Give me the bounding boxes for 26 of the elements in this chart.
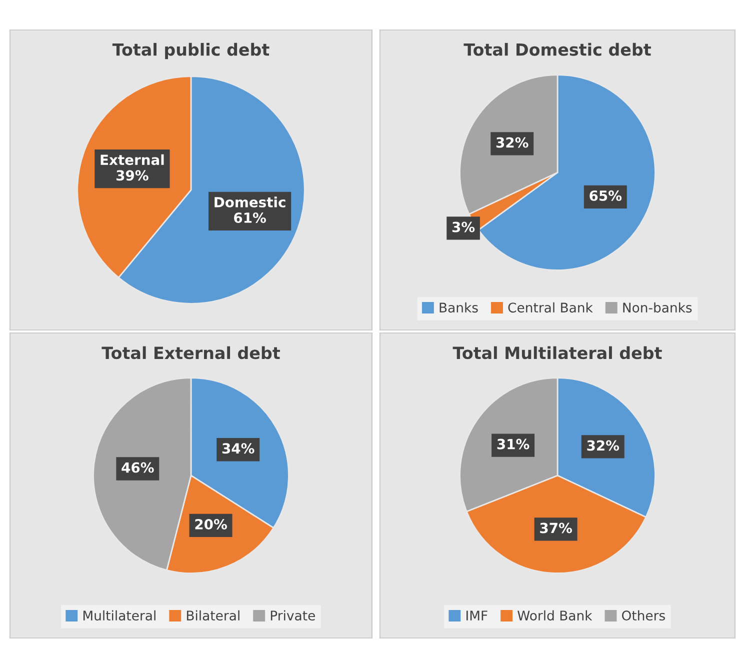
- legend-label: Banks: [440, 302, 478, 313]
- legend-label: Others: [622, 610, 665, 621]
- slice-label: Domestic: [214, 196, 286, 208]
- data-label: 37%: [540, 522, 572, 534]
- chart-title: Total Domestic debt: [464, 42, 651, 56]
- data-label: 32%: [587, 440, 620, 451]
- data-label: 39%: [116, 170, 148, 181]
- chart-title: Total External debt: [102, 346, 280, 360]
- legend-label: Bilateral: [186, 610, 240, 621]
- chart-title: Total public debt: [112, 42, 270, 60]
- chart-title: Total Multilateral debt: [452, 346, 662, 360]
- legend-label: World Bank: [518, 610, 592, 621]
- data-label: 65%: [590, 190, 622, 201]
- data-label: 3%: [452, 222, 475, 232]
- data-label: 46%: [122, 462, 154, 473]
- data-label: 31%: [497, 438, 530, 450]
- data-label: 34%: [222, 443, 254, 454]
- legend-label: Non-banks: [623, 302, 692, 313]
- legend-label: Multilateral: [83, 610, 156, 621]
- legend-label: IMF: [466, 610, 488, 620]
- legend-label: Central Bank: [508, 302, 593, 313]
- data-label: 32%: [496, 137, 528, 148]
- slice-label: External: [100, 154, 164, 166]
- data-label: 20%: [195, 519, 227, 530]
- legend-label: Private: [270, 610, 315, 621]
- data-label: 61%: [234, 212, 266, 223]
